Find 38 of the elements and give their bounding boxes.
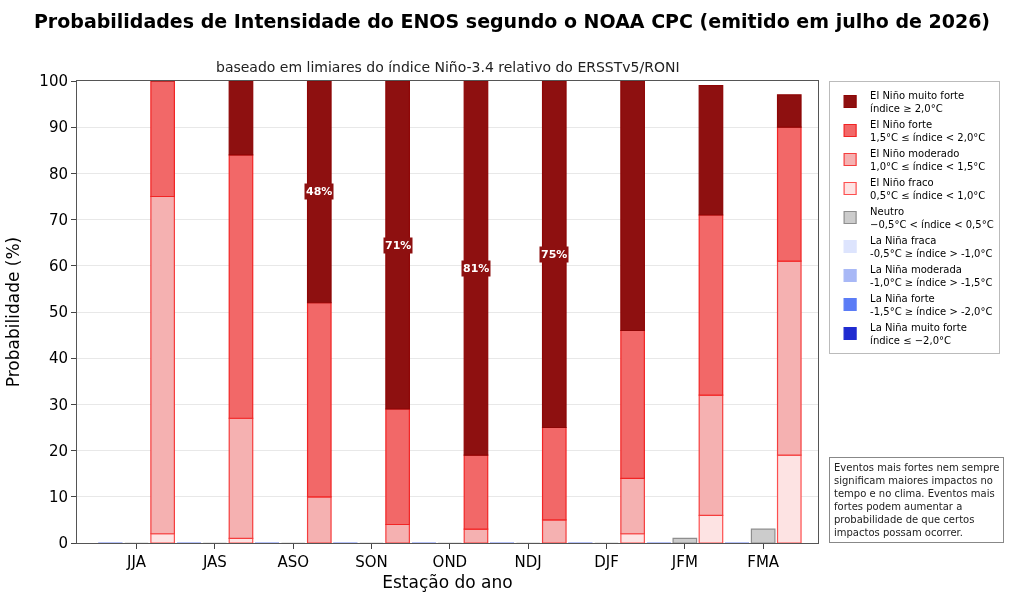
legend-label: El Niño fraco 0,5°C ≤ índice < 1,0°C xyxy=(870,176,986,201)
legend-label: La Niña moderada -1,0°C ≥ índice > -1,5°C xyxy=(870,263,993,288)
y-tick-label: 100 xyxy=(39,72,68,91)
y-axis-title: Probabilidade (%) xyxy=(2,236,23,388)
legend-label: El Niño forte 1,5°C ≤ índice < 2,0°C xyxy=(870,118,986,143)
y-tick-label: 60 xyxy=(48,257,68,276)
x-tick-label: OND xyxy=(432,553,468,571)
x-tick-label: SON xyxy=(355,553,388,571)
data-label: 71% xyxy=(385,239,412,252)
legend-label: Neutro −0,5°C < índice < 0,5°C xyxy=(870,205,994,230)
legend-label: La Niña forte -1,5°C ≥ índice > -2,0°C xyxy=(870,292,993,317)
y-tick-label: 20 xyxy=(48,441,68,460)
legend-label: La Niña fraca -0,5°C ≥ índice > -1,0°C xyxy=(870,234,993,259)
y-tick-label: 40 xyxy=(48,349,68,368)
y-tick-label: 50 xyxy=(48,303,68,322)
data-label: 81% xyxy=(463,262,490,275)
x-tick-label: NDJ xyxy=(514,553,542,571)
y-tick-label: 80 xyxy=(48,164,68,183)
chart-subtitle: baseado em limiares do índice Niño-3.4 relativo do ERSSTv5/RONI xyxy=(216,59,680,75)
legend-label: La Niña muito forte índice ≤ −2,0°C xyxy=(870,321,967,346)
data-label: 75% xyxy=(541,248,568,261)
x-tick-label: FMA xyxy=(747,553,780,571)
x-axis-title: Estação do ano xyxy=(382,572,513,593)
y-tick-label: 30 xyxy=(48,395,68,414)
x-tick-label: JAS xyxy=(201,553,227,571)
y-tick-label: 10 xyxy=(48,488,68,507)
legend-label: El Niño muito forte índice ≥ 2,0°C xyxy=(870,89,965,114)
x-tick-label: DJF xyxy=(594,553,619,571)
data-label: 48% xyxy=(306,185,333,198)
legend-label: El Niño moderado 1,0°C ≤ índice < 1,5°C xyxy=(870,147,986,172)
x-tick-label: ASO xyxy=(277,553,309,571)
x-tick-label: JFM xyxy=(670,553,698,571)
y-tick-label: 70 xyxy=(48,210,68,229)
text: Eventos mais fortes nem sempre significam maiores impactos no tempo e no clima. Eventos mais fortes podem aumentar a probabilidade de que certos impactos possam ocorrer. xyxy=(834,462,1000,538)
chart-title: Probabilidades de Intensidade do ENOS segundo o NOAA CPC (emitido em julho de 2026) xyxy=(33,10,991,33)
y-tick-label: 90 xyxy=(48,118,68,137)
x-tick-label: JJA xyxy=(126,553,147,571)
y-tick-label: 0 xyxy=(58,534,68,553)
